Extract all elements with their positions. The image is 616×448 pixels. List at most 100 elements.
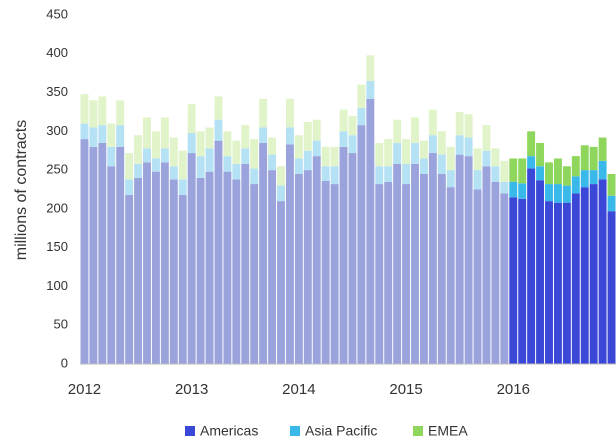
- bar-segment: [143, 162, 151, 364]
- bar-segment: [232, 140, 241, 164]
- bar-segment: [491, 166, 500, 182]
- bar-segment: [598, 137, 607, 161]
- bar-segment: [330, 166, 339, 185]
- bar-segment: [321, 166, 330, 181]
- bar-segment: [98, 142, 107, 364]
- bar-segment: [411, 163, 419, 364]
- bar-segment: [402, 139, 411, 164]
- bar-segment: [589, 146, 598, 171]
- bar-segment: [107, 166, 116, 364]
- bar-segment: [562, 166, 571, 186]
- bar-segment: [169, 166, 178, 180]
- bar-segment: [598, 179, 607, 364]
- bar-segment: [464, 114, 473, 138]
- bar-segment: [357, 84, 366, 109]
- bar-segment: [437, 131, 446, 155]
- bar-segment: [455, 135, 464, 155]
- legend-label: EMEA: [428, 423, 468, 439]
- bar-segment: [125, 179, 134, 195]
- bar-segment: [241, 125, 250, 149]
- bar-segment: [589, 170, 598, 185]
- bar-segment: [250, 168, 259, 185]
- bar-segment: [428, 109, 437, 136]
- bar-segment: [348, 135, 357, 154]
- bar-segment: [160, 117, 169, 149]
- bar-segment: [205, 127, 214, 149]
- bar-segment: [491, 148, 500, 167]
- bar-segment: [509, 181, 518, 198]
- bar-segment: [553, 202, 562, 364]
- bar-segment: [509, 158, 518, 182]
- bar-segment: [562, 185, 571, 203]
- bar-segment: [402, 184, 411, 364]
- bar-segment: [446, 187, 455, 364]
- bar-segment: [339, 146, 348, 364]
- bar-segment: [482, 166, 491, 364]
- bar-segment: [89, 146, 98, 364]
- bar-segment: [303, 170, 312, 364]
- bar-segment: [187, 153, 196, 364]
- bar-segment: [473, 170, 482, 190]
- legend-label: Asia Pacific: [305, 423, 377, 439]
- bar-segment: [134, 177, 143, 364]
- bar-segment: [303, 122, 312, 151]
- bar-segment: [393, 119, 402, 143]
- y-tick-label: 400: [46, 45, 68, 60]
- bar-segment: [446, 170, 455, 188]
- x-tick-label: 2015: [389, 381, 422, 398]
- bar-segment: [160, 148, 169, 163]
- bar-segment: [259, 142, 268, 364]
- bar-segment: [268, 154, 277, 171]
- bar-segment: [214, 140, 223, 364]
- bar-segment: [277, 201, 285, 364]
- bar-segment: [500, 160, 509, 182]
- y-axis-title: millions of contracts: [13, 120, 30, 261]
- bar-segment: [205, 171, 214, 364]
- bar-segment: [214, 96, 223, 120]
- bar-segment: [321, 146, 330, 167]
- bar-segment: [277, 185, 285, 202]
- bar-segment: [464, 156, 473, 364]
- bar-segment: [89, 100, 98, 128]
- bar-segment: [312, 156, 321, 364]
- bar-segment: [339, 109, 348, 132]
- bar-segment: [214, 119, 223, 141]
- bar-segment: [527, 131, 536, 157]
- bar-segment: [589, 184, 598, 364]
- bar-segment: [169, 137, 178, 167]
- bar-segment: [509, 197, 518, 364]
- bar-segment: [151, 158, 160, 172]
- bar-segment: [545, 162, 553, 185]
- bar-segment: [571, 176, 580, 194]
- y-tick-label: 0: [61, 355, 68, 370]
- bar-segment: [473, 148, 482, 171]
- bar-segment: [536, 142, 545, 167]
- bar-segment: [160, 162, 169, 364]
- bar-segment: [366, 80, 375, 99]
- bar-segment: [125, 153, 134, 180]
- bar-segment: [277, 166, 285, 186]
- bar-segment: [545, 201, 553, 364]
- bar-segment: [428, 153, 437, 364]
- bar-segment: [268, 137, 277, 155]
- bar-segment: [527, 168, 536, 364]
- bar-segment: [196, 131, 205, 157]
- bar-segment: [446, 146, 455, 171]
- legend-swatch: [185, 426, 195, 436]
- bar-segment: [143, 148, 151, 163]
- bar-segment: [384, 181, 393, 364]
- bar-segment: [348, 115, 357, 136]
- bar-segment: [553, 184, 562, 203]
- bar-segment: [232, 163, 241, 180]
- bar-segment: [375, 166, 384, 185]
- bar-segment: [571, 156, 580, 177]
- bar-segment: [527, 156, 536, 169]
- bar-segment: [393, 163, 402, 364]
- bar-segment: [384, 166, 393, 182]
- bar-segment: [366, 98, 375, 364]
- bar-segment: [250, 139, 259, 169]
- bar-segment: [151, 171, 160, 364]
- x-tick-label: 2014: [282, 381, 315, 398]
- bar-segment: [375, 184, 384, 364]
- bar-segment: [607, 173, 616, 196]
